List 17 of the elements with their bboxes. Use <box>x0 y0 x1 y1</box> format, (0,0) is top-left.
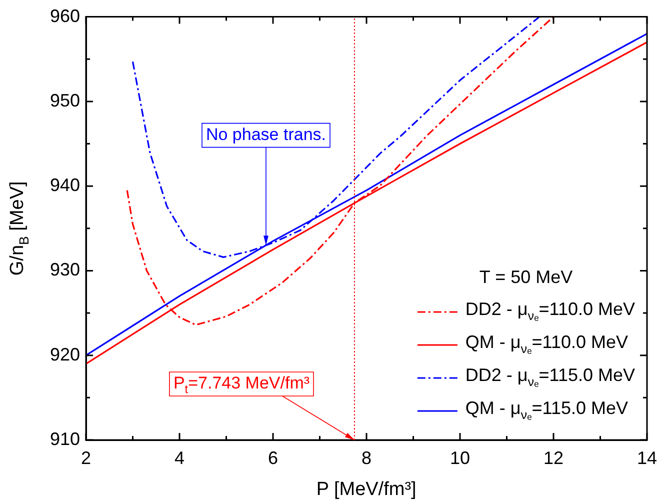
y-tick-label: 920 <box>50 344 80 364</box>
y-tick-label: 910 <box>50 428 80 449</box>
y-tick-label: 950 <box>50 90 80 110</box>
x-axis-title: P [MeV/fm³] <box>316 479 416 500</box>
x-tick-label: 8 <box>361 448 372 468</box>
x-tick-label: 10 <box>450 448 470 468</box>
legend-title: T = 50 MeV <box>479 266 573 287</box>
x-tick-label: 14 <box>636 448 658 468</box>
y-axis-title: G/nB [MeV] <box>7 181 32 276</box>
x-tick-label: 12 <box>543 448 564 468</box>
x-tick-label: 4 <box>174 448 185 468</box>
x-tick-label: 6 <box>268 448 278 468</box>
annotation: No phase trans. <box>206 125 326 144</box>
y-tick-label: 930 <box>50 260 80 280</box>
y-tick-label: 960 <box>50 6 80 26</box>
y-tick-label: 940 <box>50 175 80 196</box>
x-tick-label: 2 <box>80 448 92 468</box>
